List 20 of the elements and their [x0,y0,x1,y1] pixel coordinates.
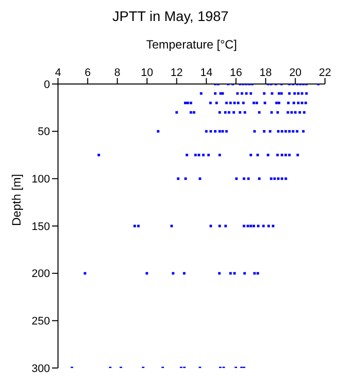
y-axis-title: Depth [m] [9,174,24,226]
x-tick-label: 10 [140,67,154,79]
chart-title: JPTT in May, 1987 [111,8,230,26]
y-tick-label: 300 [32,362,50,375]
x-tick-label: 22 [318,67,332,79]
x-tick-label: 4 [54,67,62,79]
x-tick-label: 20 [289,67,302,79]
x-tick-label: 14 [200,67,212,79]
x-tick-label: 8 [114,67,120,79]
y-tick-label: 150 [32,220,50,233]
y-tick-label: 200 [32,268,50,280]
y-tick-label: 100 [32,174,50,186]
x-axis-title: Temperature [°C] [146,38,237,52]
x-tick-label: 12 [170,67,183,79]
y-tick-label: 250 [32,316,50,328]
y-tick-label: 50 [38,126,50,138]
x-tick-label: 6 [84,67,91,79]
x-tick-label: 16 [230,67,242,79]
x-tick-label: 18 [260,67,272,79]
y-tick-label: 0 [44,78,50,91]
